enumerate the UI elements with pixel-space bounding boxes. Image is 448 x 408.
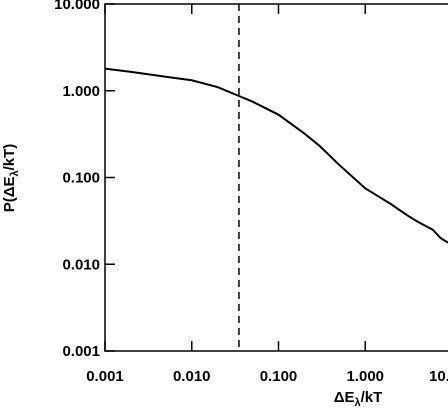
y-tick-label: 1.000 — [62, 83, 100, 100]
x-label-tail: /kT — [361, 389, 383, 406]
x-label-main: ΔE — [334, 389, 355, 406]
x-tick-label: 0.001 — [86, 368, 124, 385]
x-tick-label: 1.000 — [346, 368, 384, 385]
y-tick-label: 10.000 — [54, 0, 100, 13]
x-tick-label: 0.100 — [260, 368, 298, 385]
y-tick-label: 0.001 — [62, 343, 100, 360]
y-label-main: P(ΔE — [1, 177, 18, 213]
y-label-sub: λ — [9, 170, 21, 176]
x-axis-label: ΔEλ/kT — [334, 389, 383, 408]
y-label-tail: /kT) — [1, 144, 18, 171]
y-tick-label: 0.010 — [62, 256, 100, 273]
y-tick-label: 0.100 — [62, 170, 100, 187]
x-label-sub: λ — [354, 397, 360, 408]
x-tick-label: 0.010 — [173, 368, 211, 385]
x-tick-label: 10.000 — [429, 368, 448, 385]
data-line — [104, 67, 448, 244]
plot-frame — [104, 3, 448, 352]
y-axis-label: P(ΔEλ/kT) — [1, 144, 21, 213]
